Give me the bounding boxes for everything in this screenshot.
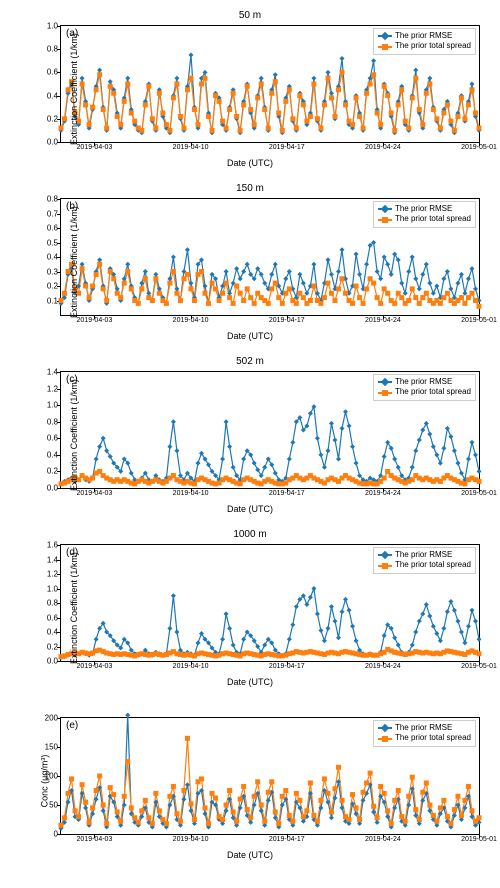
series-rmse-markers	[59, 586, 482, 660]
plot-area: (c) The prior RMSE The prior total sprea…	[60, 371, 480, 489]
y-axis-label: Extinction Coefficient (1/km)	[69, 379, 79, 491]
y-axis-label: Extinction Coefficient (1/km)	[69, 33, 79, 145]
y-axis-label: Extinction Coefficient (1/km)	[69, 206, 79, 318]
chart-d: 1000 m (d) The prior RMSE The prior total…	[10, 529, 490, 687]
x-axis-label: Date (UTC)	[227, 158, 273, 168]
plot-area: (d) The prior RMSE The prior total sprea…	[60, 544, 480, 662]
plot-area: (a) The prior RMSE The prior total sprea…	[60, 25, 480, 143]
x-axis-label: Date (UTC)	[227, 850, 273, 860]
series-svg	[61, 26, 479, 142]
chart-title: 502 m	[10, 356, 490, 367]
y-axis-label: Extinction Coefficient (1/km)	[69, 552, 79, 664]
x-axis-label: Date (UTC)	[227, 677, 273, 687]
x-axis-label: Date (UTC)	[227, 331, 273, 341]
chart-grid: 50 m (a) The prior RMSE The prior total s…	[10, 10, 490, 860]
chart-e: (e) The prior RMSE The prior total sprea…	[10, 702, 490, 860]
chart-title: 50 m	[10, 10, 490, 21]
x-axis-label: Date (UTC)	[227, 504, 273, 514]
series-svg	[61, 545, 479, 661]
chart-a: 50 m (a) The prior RMSE The prior total s…	[10, 10, 490, 168]
series-svg	[61, 718, 479, 834]
plot-area: (e) The prior RMSE The prior total sprea…	[60, 717, 480, 835]
chart-title: 1000 m	[10, 529, 490, 540]
y-axis-label: Conc (μg/m³)	[39, 755, 49, 808]
series-svg	[61, 199, 479, 315]
chart-b: 150 m (b) The prior RMSE The prior total …	[10, 183, 490, 341]
series-svg	[61, 372, 479, 488]
plot-area: (b) The prior RMSE The prior total sprea…	[60, 198, 480, 316]
series-rmse-line	[61, 589, 479, 658]
chart-title: 150 m	[10, 183, 490, 194]
chart-c: 502 m (c) The prior RMSE The prior total …	[10, 356, 490, 514]
series-rmse-line	[61, 407, 479, 484]
